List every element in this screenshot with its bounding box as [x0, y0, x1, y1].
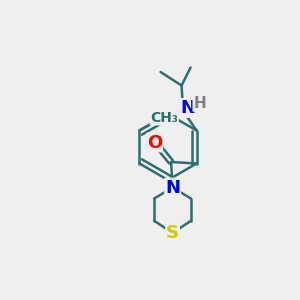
Text: O: O	[147, 134, 162, 152]
Text: CH₃: CH₃	[150, 111, 178, 125]
Text: H: H	[193, 96, 206, 111]
Text: N: N	[165, 178, 180, 196]
Text: S: S	[166, 224, 179, 242]
Text: N: N	[180, 99, 195, 117]
